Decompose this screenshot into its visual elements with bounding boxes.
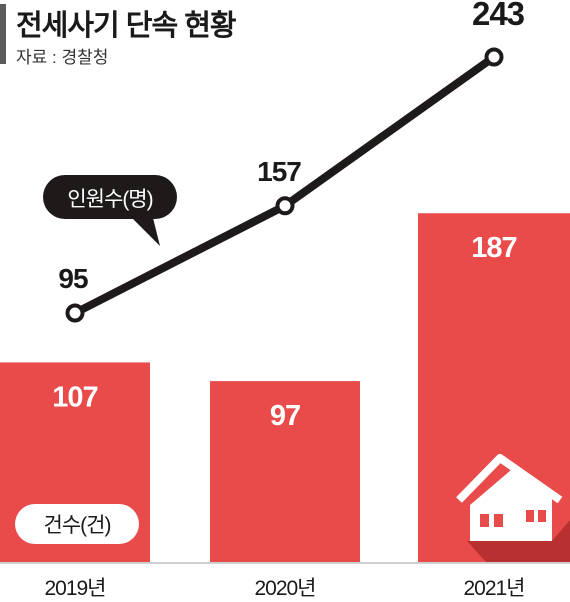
title-accent-bar bbox=[0, 4, 6, 64]
line-point bbox=[275, 196, 295, 216]
bar-value-label: 107 bbox=[52, 381, 97, 413]
house-icon bbox=[456, 454, 570, 562]
legend-line-pill bbox=[43, 175, 177, 219]
bar-value-label: 97 bbox=[270, 400, 300, 432]
legend-bar-pill bbox=[15, 504, 139, 544]
line-value-label: 243 bbox=[472, 0, 525, 32]
bar-2020년 bbox=[210, 381, 360, 562]
line-point bbox=[65, 303, 85, 323]
bar-value-label: 187 bbox=[471, 232, 516, 264]
x-tick-label: 2020년 bbox=[254, 577, 315, 600]
chart-source: 자료 : 경찰청 bbox=[16, 48, 109, 67]
line-value-label: 95 bbox=[58, 263, 88, 294]
legend-bar-label: 건수(건) bbox=[44, 514, 111, 537]
legend-line-pointer bbox=[128, 214, 160, 246]
x-tick-label: 2019년 bbox=[44, 577, 105, 600]
chart-title: 전세사기 단속 현황 bbox=[16, 10, 237, 42]
line-value-label: 157 bbox=[257, 156, 301, 187]
x-tick-label: 2021년 bbox=[463, 577, 524, 600]
line-point bbox=[484, 47, 504, 67]
legend-line-label: 인원수(명) bbox=[67, 188, 152, 211]
